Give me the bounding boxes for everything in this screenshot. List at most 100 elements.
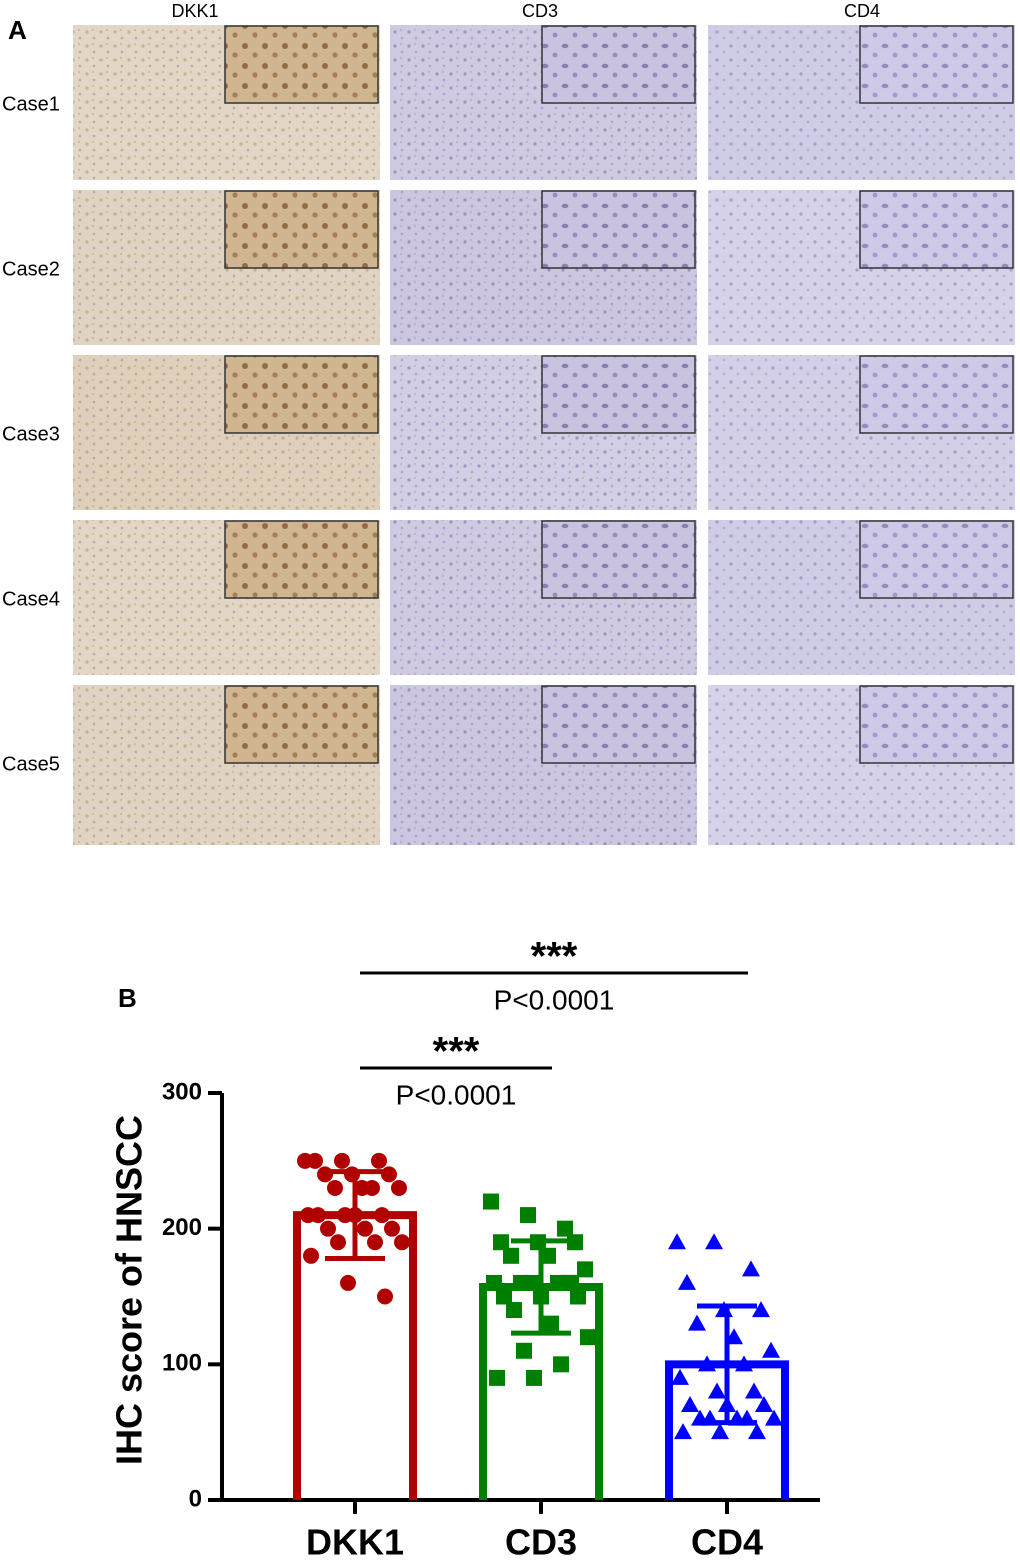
data-point	[705, 1233, 723, 1250]
data-point	[516, 1342, 532, 1359]
p-value: P<0.0001	[494, 984, 615, 1015]
data-point	[735, 1355, 753, 1372]
inset-image	[859, 520, 1014, 599]
data-point	[711, 1423, 729, 1440]
inset-image	[859, 355, 1014, 434]
inset-image	[541, 685, 696, 764]
data-point	[577, 1261, 593, 1278]
data-point	[320, 1220, 336, 1237]
inset-image	[224, 355, 379, 434]
row-label: Case5	[2, 753, 60, 775]
data-point	[374, 1207, 390, 1224]
inset-image	[859, 685, 1014, 764]
data-point	[503, 1247, 519, 1264]
x-tick-label: DKK1	[306, 1522, 404, 1563]
data-point	[334, 1152, 350, 1169]
inset-image	[541, 25, 696, 104]
data-point	[381, 1166, 397, 1183]
inset-image	[224, 685, 379, 764]
row-label: Case3	[2, 423, 60, 445]
data-point	[745, 1382, 763, 1399]
data-point	[540, 1247, 556, 1264]
data-point	[755, 1396, 773, 1413]
data-point	[493, 1234, 509, 1251]
y-tick-label: 300	[162, 1078, 202, 1105]
inset-image	[541, 520, 696, 599]
row-label: Case1	[2, 93, 60, 115]
data-point	[523, 1274, 539, 1291]
data-point	[371, 1152, 387, 1169]
data-point	[708, 1382, 726, 1399]
data-point	[526, 1369, 542, 1386]
data-point	[317, 1166, 333, 1183]
row-label: Case2	[2, 258, 60, 280]
inset-image	[859, 25, 1014, 104]
data-point	[394, 1234, 410, 1251]
data-point	[307, 1152, 323, 1169]
panel-label: B	[118, 983, 137, 1013]
error-bar	[697, 1303, 757, 1426]
row-label: Case4	[2, 588, 60, 610]
y-tick-label: 0	[189, 1485, 202, 1512]
column-header: CD4	[844, 1, 880, 21]
data-point	[357, 1220, 373, 1237]
data-point	[310, 1207, 326, 1224]
data-point	[553, 1356, 569, 1373]
data-point	[678, 1273, 696, 1290]
data-point	[489, 1369, 505, 1386]
x-tick-label: CD3	[505, 1522, 577, 1563]
data-point	[748, 1423, 766, 1440]
data-point	[496, 1288, 512, 1305]
error-bar	[325, 1169, 385, 1262]
inset-image	[224, 190, 379, 269]
significance-stars: ***	[531, 935, 578, 979]
data-point	[765, 1409, 783, 1426]
data-point	[377, 1288, 393, 1305]
data-point	[330, 1234, 346, 1251]
data-point	[681, 1396, 699, 1413]
inset-image	[224, 520, 379, 599]
y-tick-label: 100	[162, 1350, 202, 1377]
data-point	[752, 1301, 770, 1318]
data-point	[762, 1341, 780, 1358]
data-point	[391, 1179, 407, 1196]
inset-image	[541, 355, 696, 434]
data-point	[340, 1274, 356, 1291]
data-point	[486, 1274, 502, 1291]
data-point	[344, 1166, 360, 1183]
data-point	[327, 1179, 343, 1196]
data-point	[543, 1315, 559, 1332]
data-point	[367, 1234, 383, 1251]
data-point	[580, 1329, 596, 1346]
data-point	[520, 1207, 536, 1224]
data-point	[674, 1423, 692, 1440]
data-point	[688, 1314, 706, 1331]
data-point	[563, 1274, 579, 1291]
p-value: P<0.0001	[396, 1079, 517, 1110]
error-bar	[511, 1238, 571, 1336]
inset-image	[859, 190, 1014, 269]
data-point	[557, 1220, 573, 1237]
data-point	[506, 1302, 522, 1319]
x-tick-label: CD4	[691, 1522, 763, 1563]
data-point	[364, 1179, 380, 1196]
inset-image	[541, 190, 696, 269]
data-point	[483, 1193, 499, 1210]
data-point	[742, 1260, 760, 1277]
data-point	[567, 1234, 583, 1251]
data-point	[671, 1368, 689, 1385]
y-axis-label: IHC score of HNSCC	[109, 1115, 150, 1465]
data-point	[303, 1247, 319, 1264]
y-tick-label: 200	[162, 1214, 202, 1241]
inset-image	[224, 25, 379, 104]
significance-stars: ***	[433, 1030, 480, 1074]
column-header: CD3	[522, 1, 558, 21]
data-point	[698, 1355, 716, 1372]
column-header: DKK1	[171, 1, 218, 21]
data-point	[715, 1301, 733, 1318]
data-point	[384, 1220, 400, 1237]
panel-label: A	[8, 15, 27, 45]
data-point	[668, 1233, 686, 1250]
data-point	[570, 1288, 586, 1305]
